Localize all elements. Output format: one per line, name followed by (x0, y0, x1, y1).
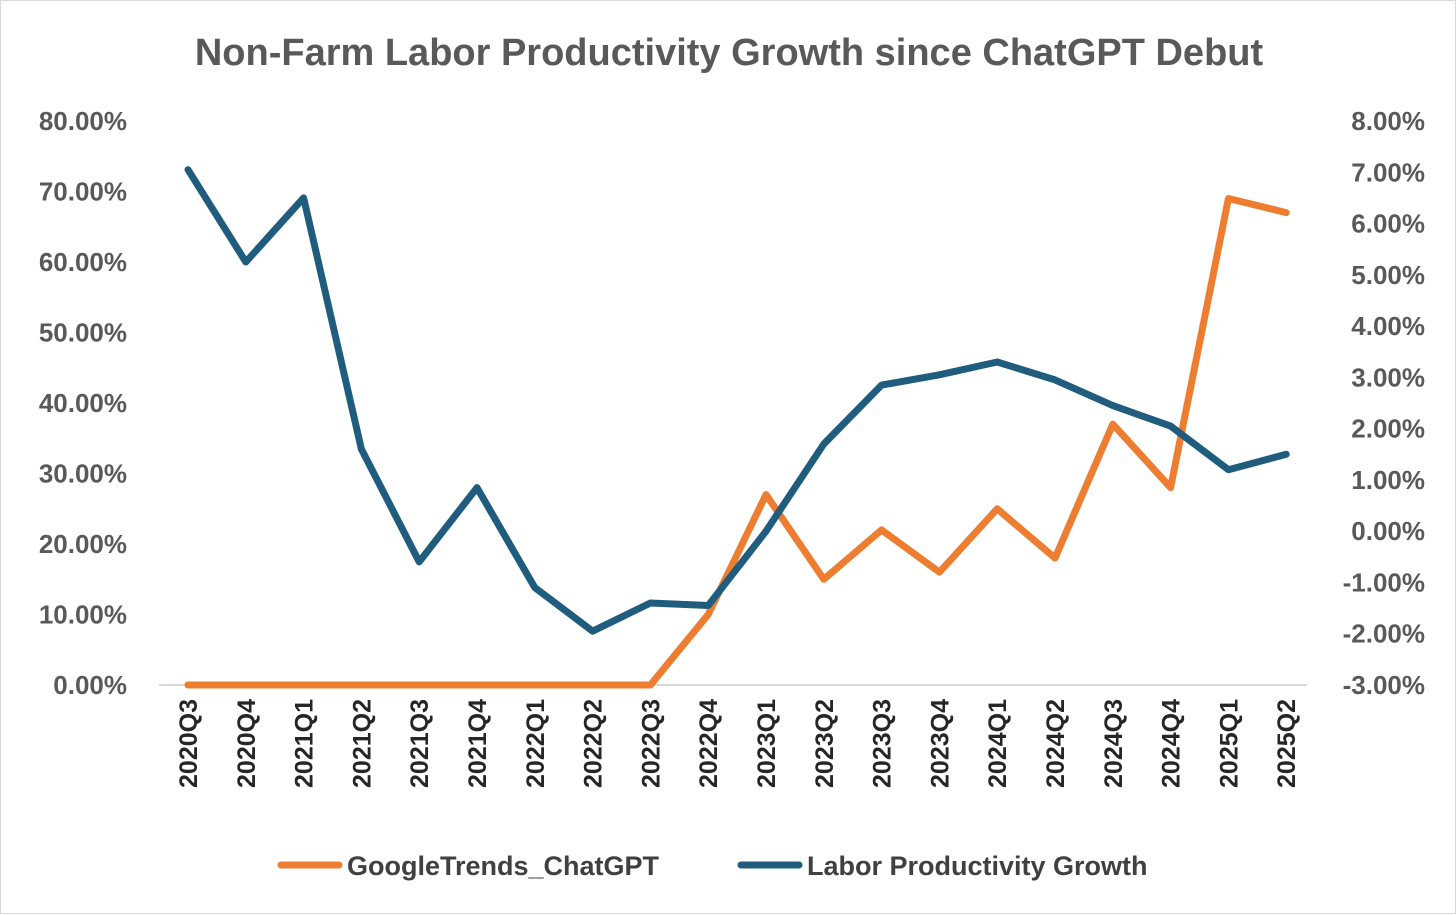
x-tick-label: 2025Q1 (1215, 699, 1243, 788)
x-tick-label: 2020Q4 (233, 699, 261, 788)
left-tick-label: 0.00% (53, 670, 127, 700)
right-tick-label: -1.00% (1343, 567, 1425, 597)
right-tick-label: 2.00% (1351, 414, 1425, 444)
left-tick-label: 10.00% (39, 600, 127, 630)
right-tick-label: 7.00% (1351, 157, 1425, 187)
right-tick-label: 8.00% (1351, 106, 1425, 136)
x-tick-label: 2023Q4 (926, 699, 954, 788)
left-tick-label: 50.00% (39, 318, 127, 348)
x-tick-label: 2021Q3 (406, 699, 434, 788)
legend-label: Labor Productivity Growth (807, 851, 1148, 881)
right-tick-label: 5.00% (1351, 260, 1425, 290)
right-tick-label: 1.00% (1351, 465, 1425, 495)
x-tick-label: 2024Q2 (1042, 699, 1070, 788)
right-tick-label: -2.00% (1343, 619, 1425, 649)
x-tick-label: 2021Q4 (464, 699, 492, 788)
left-tick-label: 20.00% (39, 529, 127, 559)
x-tick-label: 2025Q2 (1273, 699, 1301, 788)
x-tick-label: 2021Q1 (291, 699, 319, 788)
right-tick-label: 0.00% (1351, 516, 1425, 546)
x-tick-label: 2022Q4 (695, 699, 723, 788)
left-tick-label: 80.00% (39, 106, 127, 136)
x-tick-label: 2023Q3 (869, 699, 897, 788)
left-axis: 0.00% 10.00% 20.00% 30.00% 40.00% 50.00% 60.00… (39, 106, 127, 700)
left-tick-label: 60.00% (39, 247, 127, 277)
series-line-googletrends (188, 199, 1286, 686)
x-tick-label: 2020Q3 (175, 699, 203, 788)
legend: GoogleTrends_ChatGPT Labor Productivity G… (281, 851, 1148, 881)
left-tick-label: 40.00% (39, 388, 127, 418)
left-tick-label: 70.00% (39, 177, 127, 207)
x-tick-label: 2022Q2 (580, 699, 608, 788)
legend-label: GoogleTrends_ChatGPT (347, 851, 660, 881)
chart-title: Non-Farm Labor Productivity Growth since… (195, 32, 1264, 74)
right-tick-label: 4.00% (1351, 311, 1425, 341)
x-tick-label: 2022Q3 (637, 699, 665, 788)
right-tick-label: -3.00% (1343, 670, 1425, 700)
right-tick-label: 6.00% (1351, 209, 1425, 239)
x-tick-label: 2023Q1 (753, 699, 781, 788)
right-tick-label: 3.00% (1351, 362, 1425, 392)
series-group (188, 170, 1286, 685)
x-axis: 2020Q3 2020Q4 2021Q1 2021Q2 2021Q3 2021Q4 2022… (175, 699, 1301, 788)
x-tick-label: 2022Q1 (522, 699, 550, 788)
x-tick-label: 2023Q2 (811, 699, 839, 788)
right-axis: -3.00% -2.00% -1.00% 0.00% 1.00% 2.00% 3.00% 4.… (1343, 106, 1425, 700)
x-tick-label: 2024Q1 (984, 699, 1012, 788)
x-tick-label: 2024Q4 (1158, 699, 1186, 788)
x-tick-label: 2021Q2 (348, 699, 376, 788)
left-tick-label: 30.00% (39, 459, 127, 489)
x-tick-label: 2024Q3 (1100, 699, 1128, 788)
